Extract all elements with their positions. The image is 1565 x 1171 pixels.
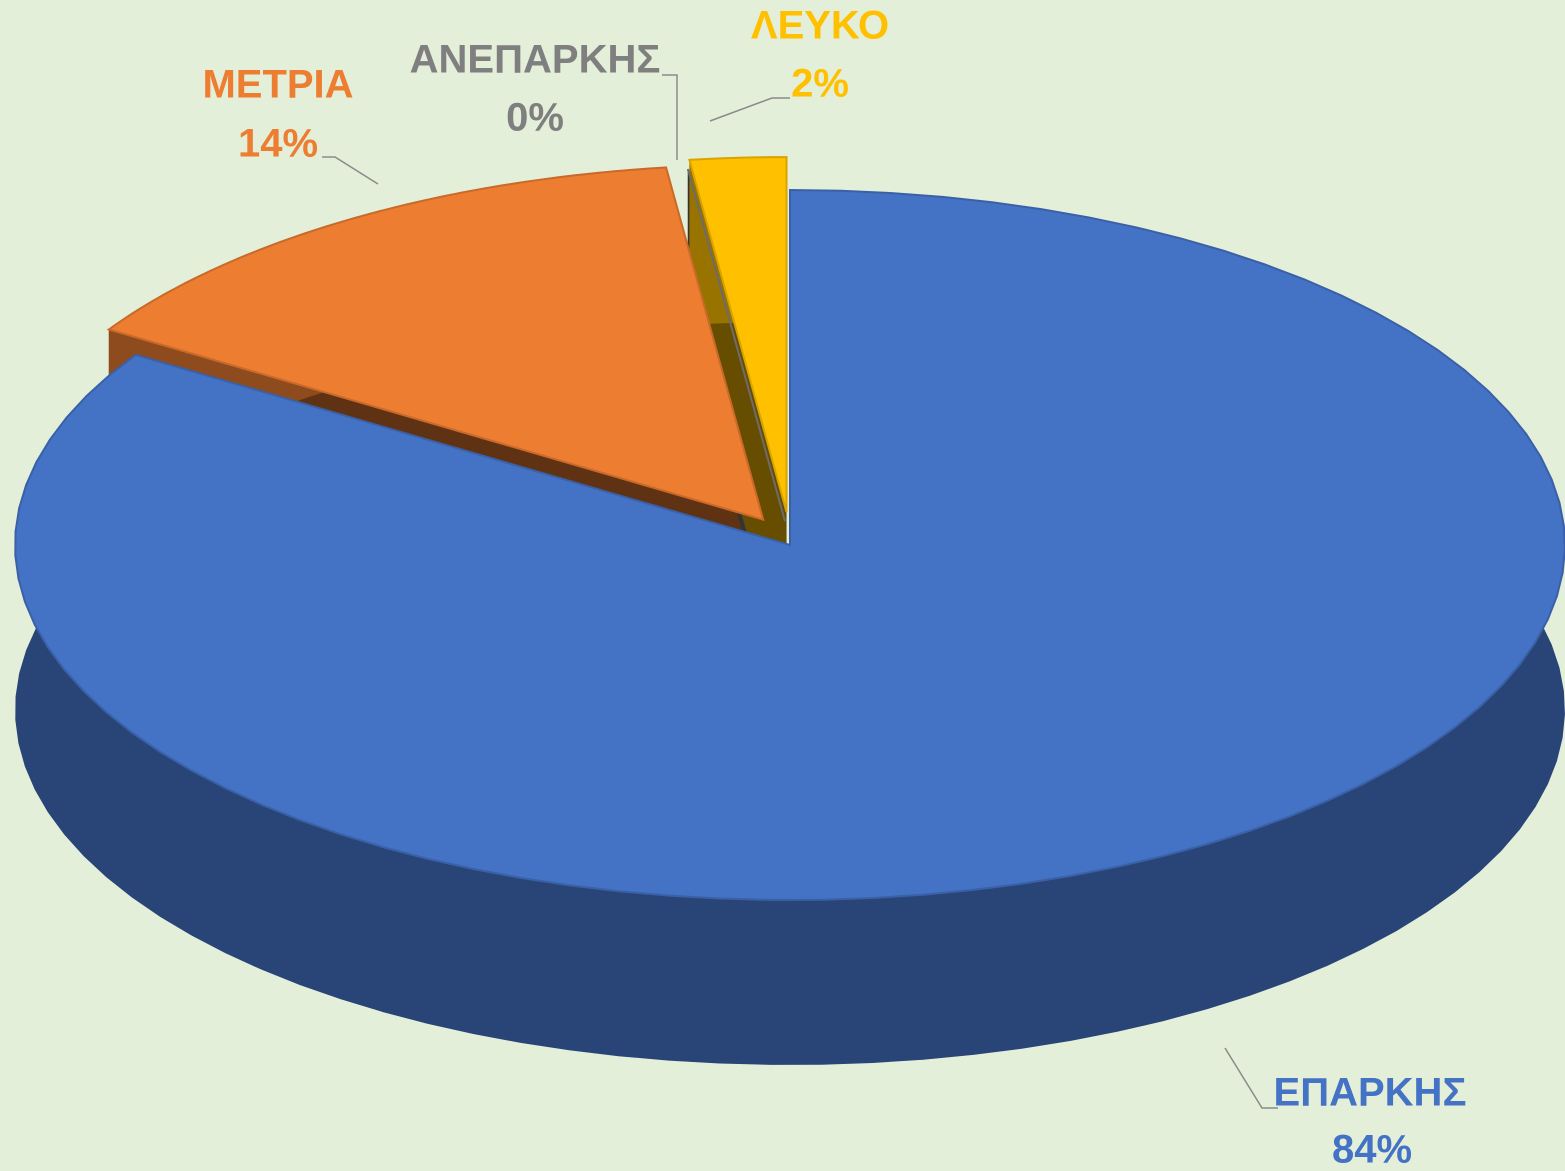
data-label-value: 0% (506, 96, 564, 140)
leader-line (662, 74, 678, 160)
data-label-name: ΕΠΑΡΚΗΣ (1274, 1071, 1467, 1115)
slice (686, 168, 786, 522)
leader-line (322, 156, 379, 185)
leader-line (709, 97, 790, 122)
slice (106, 166, 765, 522)
leader-line (1224, 1047, 1278, 1109)
data-label-value: 2% (791, 62, 849, 106)
slice (14, 188, 1565, 901)
slice (688, 156, 788, 513)
data-label-name: ΑΝΕΠΑΡΚΗΣ (410, 38, 661, 82)
data-label-name: ΛΕΥΚΟ (751, 4, 889, 48)
data-label-name: ΜΕΤΡΙΑ (202, 63, 353, 107)
data-label-value: 14% (238, 122, 318, 166)
data-label-value: 84% (1332, 1128, 1412, 1171)
